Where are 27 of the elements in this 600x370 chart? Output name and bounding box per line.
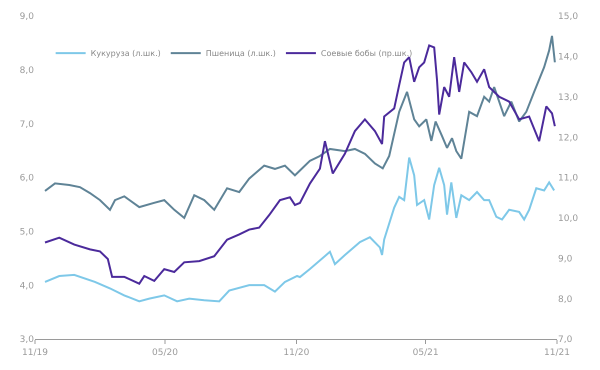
line-series <box>44 156 556 302</box>
x-tick-label: 11/20 <box>283 348 310 358</box>
y2-tick-label: 7,0 <box>558 335 573 346</box>
x-tick-label: 05/20 <box>152 348 178 358</box>
y-tick-label: 6,0 <box>20 174 34 184</box>
y-tick-label: 7,0 <box>20 120 34 130</box>
y2-tick-label: 9,0 <box>558 254 573 264</box>
y-tick-label: 4,0 <box>20 281 34 292</box>
line-series <box>44 44 556 285</box>
y2-tick-label: 10,0 <box>558 214 578 224</box>
x-tick-label: 11/21 <box>544 348 570 358</box>
y-tick-label: 9,0 <box>20 12 34 22</box>
y2-tick-label: 13,0 <box>558 92 578 103</box>
y2-tick-label: 8,0 <box>558 294 573 305</box>
legend-label: Кукуруза (л.шк.) <box>90 49 161 58</box>
legend-label: Соевые бобы (пр.шк.) <box>320 49 412 58</box>
y2-tick-label: 15,0 <box>558 12 578 22</box>
y2-tick-label: 12,0 <box>558 133 578 144</box>
y-tick-label: 5,0 <box>20 227 34 238</box>
x-tick-label: 05/21 <box>412 348 439 358</box>
x-tick-label: 11/19 <box>22 348 48 358</box>
y2-tick-label: 14,0 <box>558 52 578 63</box>
y-tick-label: 8,0 <box>20 66 34 76</box>
line-series <box>44 34 556 219</box>
legend-label: Пшеница (л.шк.) <box>206 49 276 58</box>
y-tick-label: 3,0 <box>20 335 34 346</box>
y2-tick-label: 11,0 <box>558 174 578 184</box>
